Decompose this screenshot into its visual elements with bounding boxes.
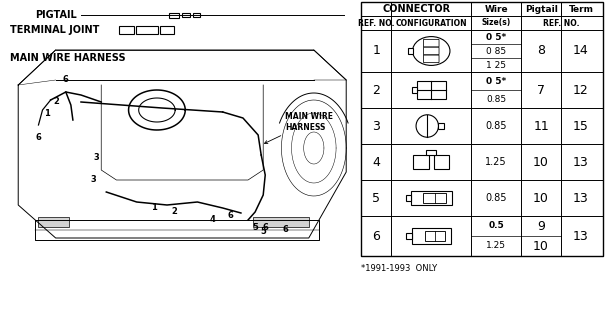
Text: MAIN WIRE
HARNESS: MAIN WIRE HARNESS [264,112,333,143]
Bar [427,150,436,155]
Text: PIGTAIL: PIGTAIL [35,10,77,20]
Text: 0 5*: 0 5* [486,33,506,42]
Bar [412,228,451,244]
Bar [417,81,445,99]
Text: 13: 13 [573,191,589,204]
Text: 13: 13 [573,229,589,243]
Text: CONFIGURATION: CONFIGURATION [396,19,467,28]
Bar [136,26,158,34]
Circle shape [416,115,439,137]
FancyBboxPatch shape [424,39,439,47]
Text: 10: 10 [533,191,549,204]
Bar [194,13,200,17]
Bar [361,2,603,256]
Bar [119,26,134,34]
Text: 1.25: 1.25 [485,157,507,167]
Text: 4: 4 [210,215,215,225]
Bar [160,26,174,34]
Bar [169,12,179,18]
Text: 1: 1 [151,204,157,212]
Text: 6: 6 [228,211,234,220]
Text: CONNECTOR: CONNECTOR [382,4,450,14]
Text: 2: 2 [171,207,177,217]
Text: Wire: Wire [485,4,508,13]
Text: 1: 1 [44,108,50,117]
Text: 3: 3 [93,153,99,162]
Text: 5: 5 [252,223,258,233]
Bar [406,233,412,239]
Text: 0.85: 0.85 [485,121,507,131]
Bar [439,123,445,129]
Text: 10: 10 [533,239,549,252]
Text: 0 5*: 0 5* [486,76,506,85]
Text: 2: 2 [373,84,381,97]
Text: 15: 15 [573,119,589,132]
Text: 13: 13 [573,156,589,169]
Text: 5: 5 [372,191,381,204]
FancyBboxPatch shape [424,47,439,55]
Text: REF. NO.: REF. NO. [358,19,394,28]
Text: Size(s): Size(s) [482,19,511,28]
Text: 0.85: 0.85 [486,94,506,103]
Text: 6: 6 [263,223,268,233]
Text: Term: Term [569,4,594,13]
Text: 8: 8 [537,44,545,58]
Text: 1.25: 1.25 [486,242,506,251]
Text: REF. NO.: REF. NO. [543,19,580,28]
Bar [411,191,451,205]
Bar [425,231,445,241]
Bar [423,193,446,203]
Text: 9: 9 [537,220,545,233]
Bar [408,48,413,54]
Text: 6: 6 [36,133,41,142]
Text: 14: 14 [573,44,589,58]
Text: 0.85: 0.85 [485,193,507,203]
Text: 0 85: 0 85 [486,46,506,55]
Ellipse shape [413,36,450,65]
Bar [253,217,309,227]
Bar [434,155,450,169]
Text: 3: 3 [373,119,381,132]
Text: Pigtail: Pigtail [525,4,558,13]
Text: *1991-1993  ONLY: *1991-1993 ONLY [361,264,437,273]
Text: 2: 2 [54,98,60,107]
Text: 1: 1 [373,44,381,58]
Text: TERMINAL JOINT: TERMINAL JOINT [10,25,99,35]
Text: 1 25: 1 25 [486,60,506,69]
Text: MAIN WIRE HARNESS: MAIN WIRE HARNESS [10,53,126,63]
FancyBboxPatch shape [424,55,439,63]
Text: 6: 6 [373,229,381,243]
Bar [412,87,417,93]
Text: 6: 6 [63,76,69,84]
Text: 4: 4 [373,156,381,169]
Bar [182,13,191,17]
Text: 7: 7 [537,84,545,97]
Text: 3: 3 [90,175,96,185]
Text: 12: 12 [573,84,589,97]
Bar [406,196,411,201]
Text: 10: 10 [533,156,549,169]
Text: 6: 6 [283,226,289,235]
Bar [39,217,69,227]
Text: 11: 11 [533,119,549,132]
Bar [413,155,429,169]
Text: 5: 5 [260,228,266,236]
Text: 0.5: 0.5 [488,221,504,230]
